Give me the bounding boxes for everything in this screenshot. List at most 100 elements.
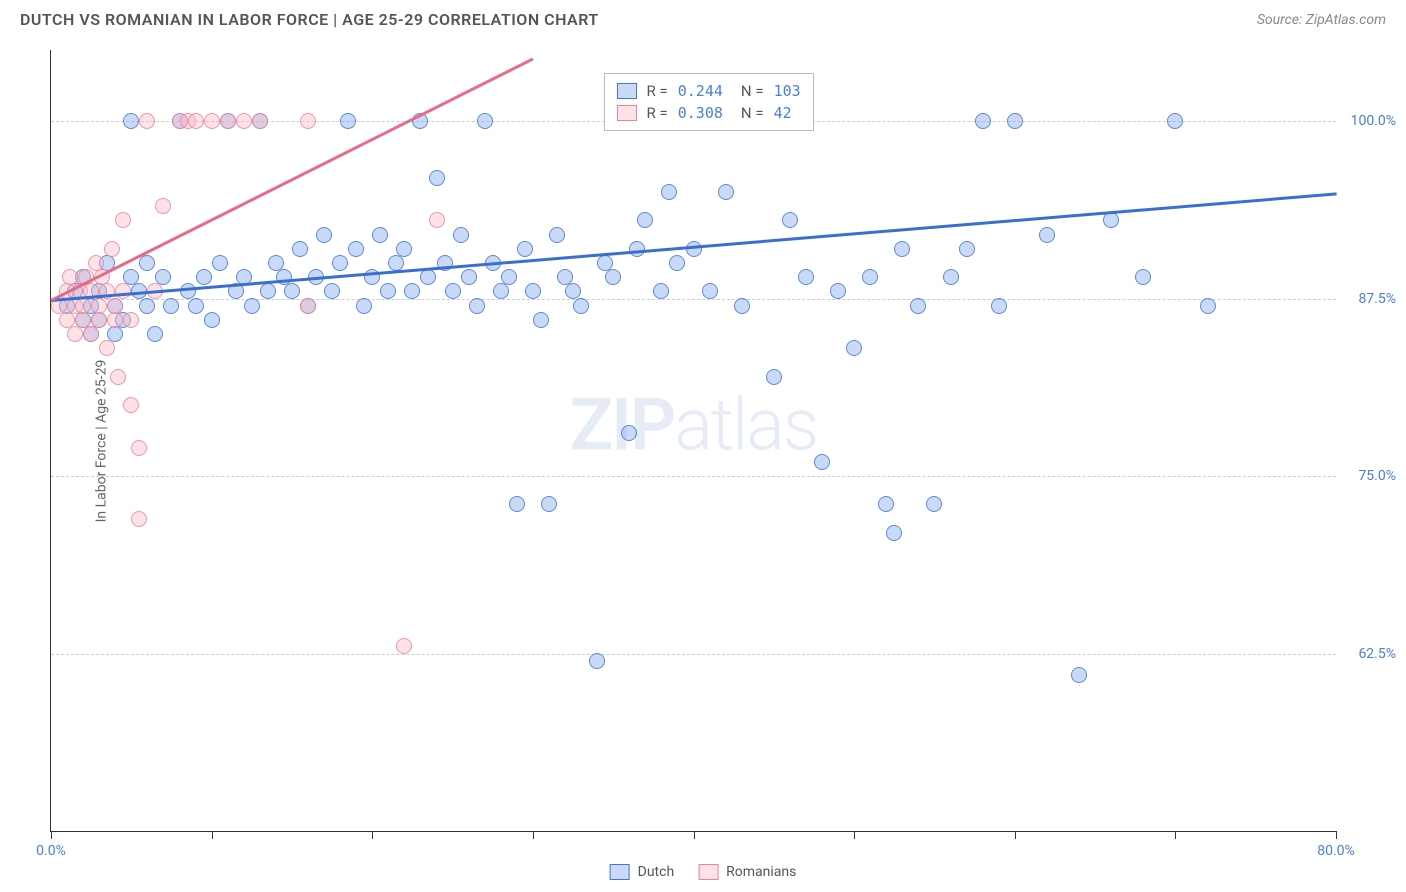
legend-swatch: [617, 83, 637, 99]
scatter-point: [669, 255, 685, 271]
scatter-point: [188, 298, 204, 314]
scatter-point: [220, 113, 236, 129]
stat-n-value: 42: [774, 104, 792, 122]
scatter-point: [501, 269, 517, 285]
watermark-bold: ZIP: [570, 382, 674, 467]
scatter-point: [461, 269, 477, 285]
legend-item: Dutch: [610, 864, 675, 880]
scatter-point: [573, 298, 589, 314]
scatter-point: [886, 525, 902, 541]
legend-swatch: [610, 864, 630, 880]
scatter-point: [139, 255, 155, 271]
legend-swatch: [698, 864, 718, 880]
scatter-point: [107, 312, 123, 328]
stat-n-label: N =: [741, 82, 764, 100]
scatter-point: [702, 283, 718, 299]
stat-r-label: R =: [647, 82, 668, 100]
scatter-point: [356, 298, 372, 314]
stat-r-label: R =: [647, 104, 668, 122]
scatter-point: [445, 283, 461, 299]
scatter-point: [1200, 298, 1216, 314]
scatter-point: [123, 312, 139, 328]
legend-item: Romanians: [698, 864, 796, 880]
scatter-point: [332, 255, 348, 271]
scatter-point: [991, 298, 1007, 314]
scatter-point: [300, 298, 316, 314]
scatter-point: [212, 255, 228, 271]
scatter-point: [300, 113, 316, 129]
x-tick: [694, 831, 695, 839]
y-tick-label: 87.5%: [1358, 291, 1396, 307]
legend-swatch: [617, 105, 637, 121]
scatter-point: [718, 184, 734, 200]
scatter-point: [533, 312, 549, 328]
scatter-point: [686, 241, 702, 257]
legend-label: Romanians: [726, 864, 796, 880]
scatter-point: [653, 283, 669, 299]
scatter-point: [910, 298, 926, 314]
y-tick-label: 75.0%: [1358, 468, 1396, 484]
scatter-point: [1167, 113, 1183, 129]
scatter-point: [196, 269, 212, 285]
scatter-point: [766, 369, 782, 385]
scatter-point: [637, 212, 653, 228]
x-tick: [372, 831, 373, 839]
chart-title: DUTCH VS ROMANIAN IN LABOR FORCE | AGE 2…: [20, 10, 599, 29]
watermark-light: atlas: [674, 382, 817, 467]
scatter-point: [830, 283, 846, 299]
scatter-point: [110, 369, 126, 385]
scatter-point: [541, 496, 557, 512]
scatter-point: [894, 241, 910, 257]
scatter-point: [388, 255, 404, 271]
scatter-point: [453, 227, 469, 243]
scatter-point: [1071, 667, 1087, 683]
scatter-point: [862, 269, 878, 285]
scatter-point: [798, 269, 814, 285]
scatter-point: [782, 212, 798, 228]
y-tick-label: 100.0%: [1351, 113, 1396, 129]
scatter-point: [926, 496, 942, 512]
x-tick: [1175, 831, 1176, 839]
scatter-point: [525, 283, 541, 299]
scatter-point: [517, 241, 533, 257]
scatter-point: [549, 227, 565, 243]
scatter-point: [396, 241, 412, 257]
scatter-point: [348, 241, 364, 257]
stat-n-value: 103: [774, 82, 801, 100]
scatter-point: [846, 340, 862, 356]
x-tick-label: 80.0%: [1317, 843, 1355, 859]
scatter-point: [429, 212, 445, 228]
scatter-point: [469, 298, 485, 314]
scatter-point: [372, 227, 388, 243]
scatter-point: [1007, 113, 1023, 129]
plot-area: ZIPatlas 62.5%75.0%87.5%100.0%0.0%80.0%R…: [50, 50, 1336, 832]
scatter-point: [139, 298, 155, 314]
scatter-point: [131, 511, 147, 527]
scatter-point: [107, 298, 123, 314]
scatter-point: [139, 113, 155, 129]
scatter-point: [814, 454, 830, 470]
scatter-point: [878, 496, 894, 512]
stat-r-value: 0.308: [678, 104, 723, 122]
scatter-point: [734, 298, 750, 314]
scatter-point: [605, 269, 621, 285]
scatter-point: [155, 198, 171, 214]
scatter-point: [99, 340, 115, 356]
x-tick: [533, 831, 534, 839]
x-tick: [1015, 831, 1016, 839]
scatter-point: [959, 241, 975, 257]
scatter-point: [91, 312, 107, 328]
y-tick-label: 62.5%: [1358, 646, 1396, 662]
scatter-point: [204, 113, 220, 129]
x-tick: [1336, 831, 1337, 839]
scatter-point: [67, 326, 83, 342]
scatter-point: [104, 241, 120, 257]
scatter-point: [477, 113, 493, 129]
scatter-point: [324, 283, 340, 299]
scatter-point: [75, 298, 91, 314]
chart-container: In Labor Force | Age 25-29 ZIPatlas 62.5…: [50, 50, 1336, 832]
scatter-point: [404, 283, 420, 299]
scatter-point: [236, 113, 252, 129]
watermark: ZIPatlas: [570, 382, 818, 467]
scatter-point: [493, 283, 509, 299]
